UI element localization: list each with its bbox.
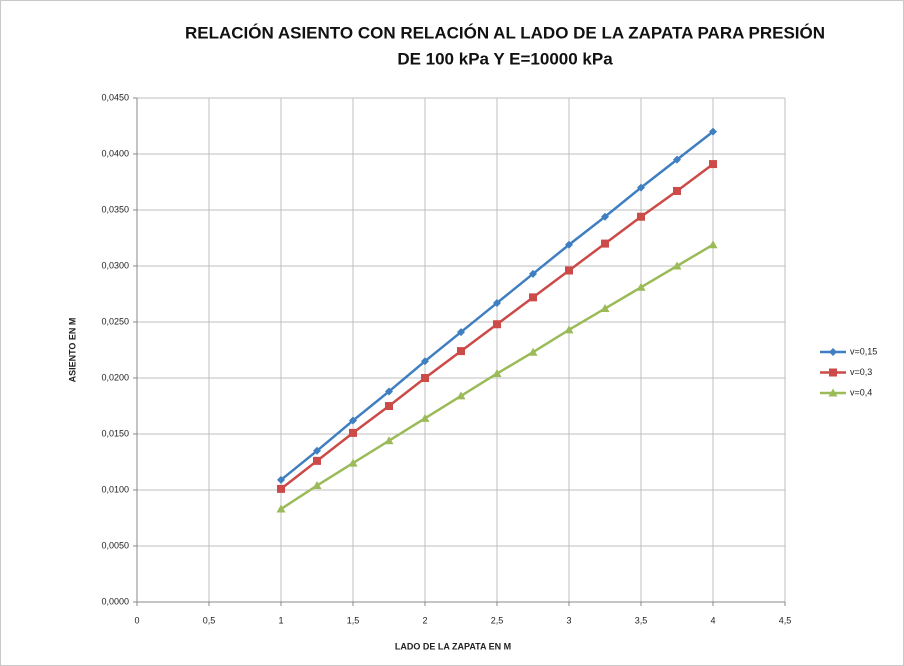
marker (672, 261, 682, 270)
marker (709, 127, 717, 136)
marker (313, 456, 321, 465)
marker (349, 416, 357, 425)
marker (348, 458, 358, 467)
y-tick-label: 0,0350 (101, 204, 129, 214)
x-tick-label: 3 (566, 615, 571, 625)
marker (349, 428, 357, 437)
marker (565, 240, 573, 249)
y-tick-label: 0,0250 (101, 316, 129, 326)
y-tick-label: 0,0200 (101, 372, 129, 382)
marker (493, 320, 501, 329)
marker (564, 325, 574, 334)
x-tick-label: 4 (710, 615, 715, 625)
marker (421, 374, 429, 382)
marker (277, 475, 285, 484)
marker (312, 481, 322, 490)
marker (529, 293, 537, 302)
marker (600, 304, 610, 313)
legend-marker (829, 368, 837, 377)
x-tick-label: 0 (134, 615, 139, 625)
legend-label: v=0,15 (850, 346, 877, 356)
marker (493, 298, 501, 307)
x-tick-label: 4,5 (779, 615, 792, 625)
marker (601, 239, 609, 248)
chart-title: DE 100 kPa Y E=10000 kPa (397, 49, 613, 68)
y-tick-label: 0,0000 (101, 596, 129, 606)
y-tick-label: 0,0150 (101, 428, 129, 438)
marker (636, 282, 646, 291)
marker (276, 504, 286, 513)
marker (601, 212, 609, 221)
legend-marker (829, 348, 837, 356)
marker (673, 186, 681, 195)
marker (709, 160, 717, 169)
y-tick-label: 0,0400 (101, 148, 129, 158)
x-tick-label: 1,5 (347, 615, 360, 625)
marker (456, 391, 466, 400)
marker (565, 266, 573, 275)
marker (673, 155, 681, 164)
x-tick-label: 1 (278, 615, 283, 625)
marker (384, 436, 394, 445)
marker (637, 183, 645, 192)
y-tick-label: 0,0450 (101, 92, 129, 102)
y-axis-title: ASIENTO EN M (67, 318, 77, 383)
legend-label: v=0,3 (850, 367, 872, 377)
marker (529, 269, 537, 278)
marker (385, 402, 393, 410)
legend-label: v=0,4 (850, 387, 872, 397)
y-tick-label: 0,0100 (101, 484, 129, 494)
marker (385, 387, 393, 396)
marker (457, 328, 465, 337)
x-tick-label: 3,5 (635, 615, 648, 625)
marker (708, 240, 718, 249)
x-tick-label: 2,5 (491, 615, 504, 625)
x-tick-label: 2 (422, 615, 427, 625)
x-axis-title: LADO DE LA ZAPATA EN M (395, 641, 511, 651)
marker (420, 413, 430, 422)
x-tick-label: 0,5 (203, 615, 216, 625)
legend-marker (828, 388, 838, 397)
marker (313, 446, 321, 455)
marker (457, 347, 465, 356)
marker (492, 369, 502, 378)
marker (421, 357, 429, 366)
marker (277, 484, 285, 493)
marker (637, 212, 645, 221)
chart-title: RELACIÓN ASIENTO CON RELACIÓN AL LADO DE… (185, 23, 825, 42)
y-tick-label: 0,0050 (101, 540, 129, 550)
y-tick-label: 0,0300 (101, 260, 129, 270)
marker (528, 347, 538, 356)
